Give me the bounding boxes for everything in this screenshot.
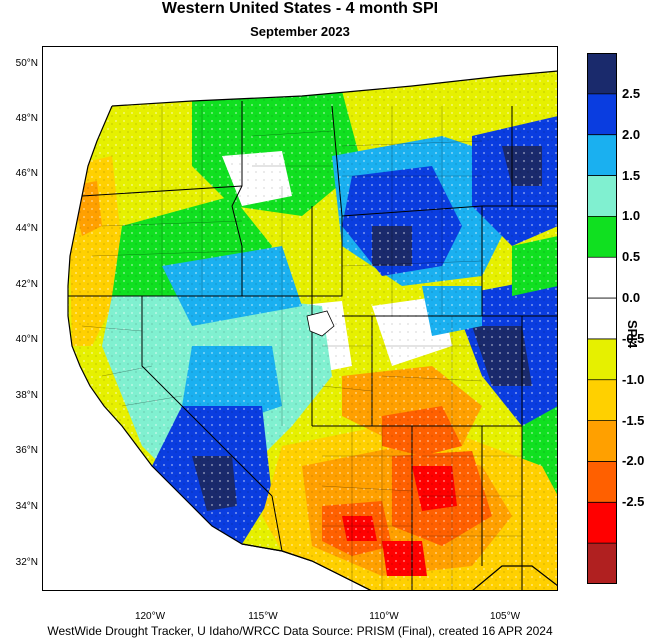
colorbar-swatch [587,175,617,217]
lat-label-44: 44°N [15,223,38,234]
colorbar-swatch [587,93,617,136]
colorbar-swatch [587,257,617,299]
footer-credit: WestWide Drought Tracker, U Idaho/WRCC D… [47,624,553,638]
great-salt-lake [306,310,335,337]
lat-label-40: 40°N [15,334,38,345]
colorbar-swatch [587,134,617,177]
colorbar-label: 0.5 [622,249,641,265]
colorbar-swatch [587,379,617,422]
colorbar-swatch [587,461,617,503]
colorbar-label: 1.0 [622,208,641,224]
lat-label-50: 50°N [15,58,38,69]
map-subtitle: September 2023 [250,24,350,39]
colorbar-swatch [587,420,617,462]
colorbar-label: 2.0 [622,126,641,142]
colorbar-label: -1.5 [622,412,645,428]
colorbar-swatch [587,543,617,584]
map-title: Western United States - 4 month SPI [161,0,439,17]
colorbar-label: 0.0 [622,290,641,306]
colorbar-label: -2.5 [622,494,645,510]
colorbar-title: SPI4 [625,320,640,349]
colorbar [587,53,617,584]
lat-label-48: 48°N [15,113,38,124]
lon-label-120: 120°W [134,611,166,622]
lon-label-110: 110°W [369,611,399,622]
colorbar-label: 2.5 [622,85,641,101]
colorbar-label: -0.5 [622,330,645,346]
lat-label-32: 32°N [15,557,38,568]
lat-label-36: 36°N [15,445,38,456]
lat-label-42: 42°N [15,279,38,290]
county-borders [81,106,522,591]
spi-map [42,46,559,592]
colorbar-swatch [587,298,617,340]
spi-map-svg [42,46,559,592]
colorbar-swatch [587,216,617,258]
canada-border [111,70,559,107]
lat-label-38: 38°N [15,390,38,401]
lon-label-115: 115°W [248,611,278,622]
lat-label-34: 34°N [15,501,38,512]
colorbar-swatch [587,338,617,381]
lat-label-46: 46°N [15,168,38,179]
lon-label-105: 105°W [489,611,521,622]
colorbar-label: -2.0 [622,453,645,469]
colorbar-swatch [587,53,617,95]
colorbar-label: 1.5 [622,167,641,183]
map-frame [42,46,558,591]
colorbar-label: -1.0 [622,371,645,387]
colorbar-swatch [587,502,617,544]
